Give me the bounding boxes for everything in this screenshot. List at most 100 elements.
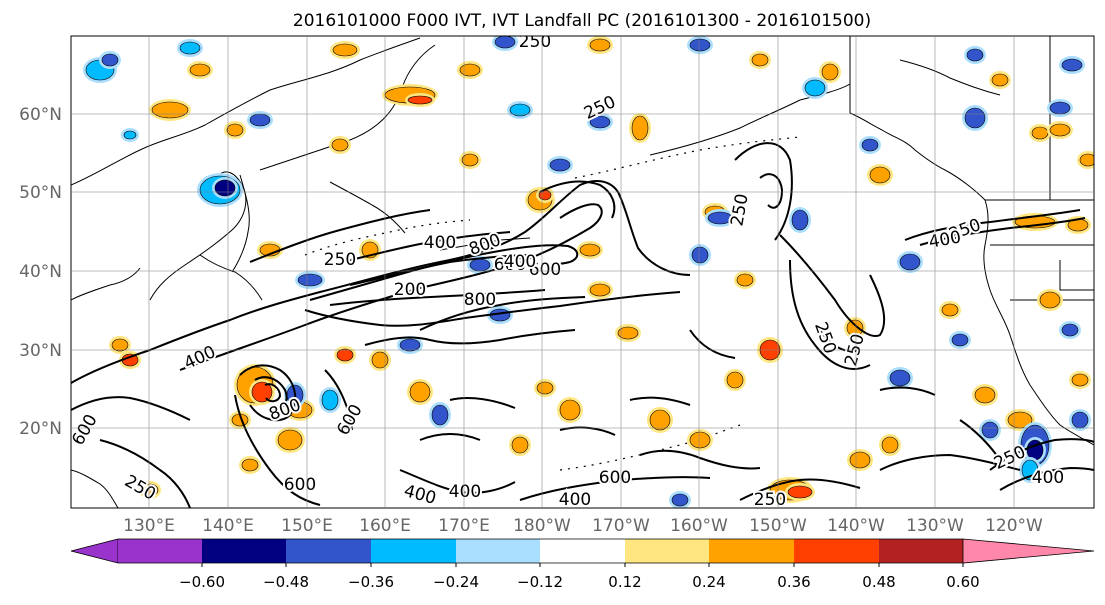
anomaly-patch [321, 389, 339, 411]
anomaly-patch [579, 243, 601, 257]
anomaly-patch [1071, 373, 1089, 387]
lat-label: 50°N [19, 183, 62, 203]
anomaly-patch [1031, 126, 1049, 140]
colorbar-swatch [70, 538, 119, 564]
lat-label: 60°N [19, 105, 62, 125]
colorbar-tick: −0.36 [348, 573, 394, 591]
anomaly-patch [881, 436, 899, 454]
colorbar-swatch [371, 539, 456, 563]
lon-label: 160°E [359, 516, 411, 536]
anomaly-patch [1039, 291, 1061, 309]
lon-label: 120°W [985, 516, 1043, 536]
colorbar-swatch [962, 538, 1095, 564]
map-title: 2016101000 F000 IVT, IVT Landfall PC (20… [293, 11, 871, 31]
anomaly-patch [151, 101, 189, 119]
anomaly-patch [494, 36, 516, 49]
colorbar-tick: −0.24 [433, 573, 479, 591]
anomaly-patch [899, 253, 921, 271]
anomaly-patch [671, 493, 689, 507]
anomaly-patch [787, 485, 813, 499]
lat-label: 20°N [19, 419, 62, 439]
anomaly-patch [869, 166, 891, 184]
lon-label: 170°E [438, 516, 490, 536]
anomaly-patch [846, 319, 864, 337]
anomaly-patch [1061, 323, 1079, 337]
colorbar-tick: 0.12 [608, 573, 641, 591]
anomaly-patch [631, 115, 649, 141]
anomaly-patch [964, 107, 986, 129]
anomaly-patch [407, 95, 433, 105]
anomaly-patch [821, 63, 839, 81]
anomaly-patch [189, 63, 211, 77]
anomaly-patch [277, 429, 303, 451]
colorbar-tick-labels: −0.60 −0.48 −0.36 −0.24 −0.12 0.12 0.24 0.36 0.4… [179, 563, 980, 591]
anomaly-patch [1071, 411, 1089, 429]
anomaly-patch [141, 483, 159, 497]
anomaly-patch [991, 73, 1009, 87]
colorbar-tick: 0.60 [946, 573, 979, 591]
colorbar-swatch [625, 539, 709, 563]
anomaly-patch [689, 38, 711, 52]
lon-label: 150°W [749, 516, 807, 536]
anomaly-patch [974, 386, 996, 404]
colorbar-tick: 0.48 [862, 573, 895, 591]
contour-label: 400 [559, 490, 591, 510]
contour-label: 600 [599, 468, 631, 488]
anomaly-patch [691, 246, 709, 264]
anomaly-patch [469, 258, 491, 272]
anomaly-patch [1049, 101, 1071, 115]
contour-label: 400 [424, 233, 456, 253]
anomaly-patch [461, 153, 479, 167]
latitude-labels: 60°N 50°N 40°N 30°N 20°N [19, 105, 62, 439]
anomaly-patch [726, 371, 744, 389]
anomaly-patch [101, 53, 119, 67]
anomaly-patch [249, 113, 271, 127]
graticule [71, 36, 1094, 508]
contour-label: 600 [494, 255, 526, 275]
anomaly-patch [1061, 58, 1083, 72]
anomaly-patch [332, 43, 358, 57]
colorbar-swatch [286, 539, 371, 563]
anomaly-patch [589, 283, 611, 297]
lon-label: 140°W [827, 516, 885, 536]
contour-label: 200 [394, 280, 426, 300]
contour-label: 250 [519, 32, 551, 52]
anomaly-patch [409, 381, 431, 403]
anomaly-patch [981, 421, 999, 439]
anomaly-patch [1079, 153, 1094, 167]
anomaly-patch [951, 333, 969, 347]
colorbar-swatch [879, 539, 963, 563]
contour-label: 250 [324, 250, 356, 270]
anomaly-patch [459, 63, 481, 77]
lon-label: 170°W [592, 516, 650, 536]
anomaly-patch [707, 211, 733, 225]
anomaly-patch [751, 53, 769, 67]
anomaly-patch [536, 381, 554, 395]
lon-label: 150°E [281, 516, 333, 536]
anomaly-patch [589, 38, 611, 52]
island-chains [304, 136, 801, 471]
colorbar-tick: −0.60 [179, 573, 225, 591]
colorbar-swatch [794, 539, 879, 563]
colorbar-tick: 0.36 [777, 573, 810, 591]
anomaly-patch [689, 431, 711, 449]
anomaly-patch [649, 409, 671, 431]
lon-label: 140°E [202, 516, 254, 536]
anomaly-patch [251, 381, 273, 403]
anomaly-patch [123, 130, 137, 140]
anomaly-patch [889, 369, 911, 387]
contour-label: 250 [754, 490, 786, 510]
anomaly-patch [509, 103, 531, 117]
anomaly-patch [559, 399, 581, 421]
anomaly-patch [226, 123, 244, 137]
contour-label: 800 [464, 290, 496, 310]
contour-label: 400 [504, 252, 536, 272]
anomaly-patch [966, 48, 984, 62]
contour-label: 600 [284, 475, 316, 495]
anomaly-patch [849, 451, 871, 469]
anomaly-patch [804, 79, 826, 97]
colorbar-tick: −0.12 [517, 573, 563, 591]
anomaly-patch [549, 158, 571, 172]
lon-label: 130°E [123, 516, 175, 536]
